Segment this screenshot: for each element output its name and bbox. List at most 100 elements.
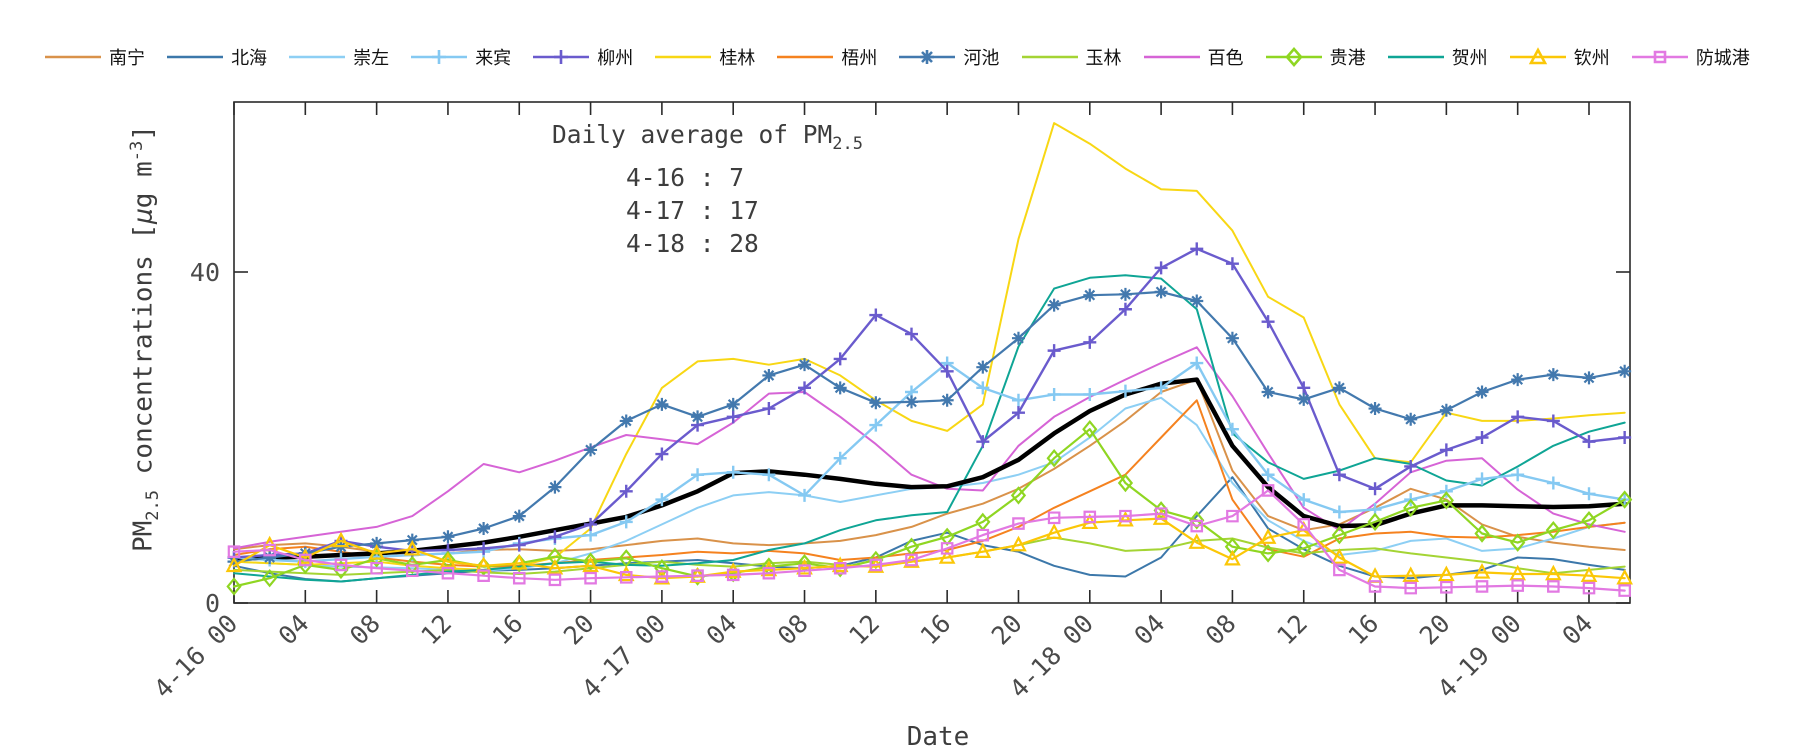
plus-marker bbox=[798, 488, 812, 502]
legend-label: 梧州 bbox=[841, 48, 878, 69]
legend-swatch bbox=[45, 55, 101, 59]
asterisk-marker bbox=[762, 368, 776, 382]
plus-marker bbox=[1190, 242, 1204, 256]
series-line-桂林 bbox=[233, 122, 1626, 571]
plus-marker bbox=[619, 484, 633, 498]
square-marker bbox=[1297, 518, 1311, 531]
diamond-marker bbox=[1046, 448, 1062, 468]
square-marker bbox=[1547, 580, 1560, 593]
daily-average-annotation: Daily average of PM2.5 4-16 : 7 4-17 : 1… bbox=[552, 118, 863, 260]
legend-label: 北海 bbox=[231, 48, 268, 69]
legend-label: 防城港 bbox=[1695, 48, 1750, 69]
square-marker-icon bbox=[1653, 50, 1667, 64]
plus-marker bbox=[512, 538, 526, 552]
asterisk-marker bbox=[976, 360, 990, 374]
legend-swatch bbox=[533, 50, 590, 64]
legend-item-河池: 河池 bbox=[898, 44, 999, 70]
diamond-marker bbox=[1617, 490, 1633, 509]
triangle-marker bbox=[1509, 564, 1527, 581]
asterisk-marker bbox=[548, 480, 562, 494]
asterisk-marker bbox=[1297, 392, 1311, 406]
legend-swatch bbox=[1631, 50, 1688, 64]
legend-swatch bbox=[1021, 55, 1078, 59]
diamond-marker bbox=[1438, 491, 1454, 510]
diamond-marker bbox=[1331, 525, 1348, 545]
legend-item-桂林: 桂林 bbox=[654, 44, 755, 70]
square-marker bbox=[940, 542, 954, 555]
plus-marker bbox=[869, 418, 883, 432]
annotation-title: Daily average of PM2.5 bbox=[552, 120, 863, 154]
legend-item-玉林: 玉林 bbox=[1021, 44, 1122, 70]
plus-marker bbox=[1618, 431, 1632, 444]
legend-item-钦州: 钦州 bbox=[1509, 44, 1610, 70]
plus-marker bbox=[1546, 476, 1560, 490]
asterisk-marker bbox=[1332, 381, 1346, 395]
square-marker bbox=[1440, 580, 1453, 594]
triangle-marker bbox=[332, 531, 350, 548]
legend-item-来宾: 来宾 bbox=[410, 44, 511, 70]
asterisk-marker bbox=[1546, 368, 1560, 382]
square-marker bbox=[405, 564, 419, 578]
asterisk-marker bbox=[477, 522, 491, 536]
square-marker bbox=[512, 571, 526, 585]
diamond-marker bbox=[404, 555, 420, 575]
triangle-marker bbox=[1616, 568, 1633, 585]
plus-marker bbox=[1225, 422, 1239, 436]
square-marker bbox=[1582, 581, 1596, 595]
x-tick-label: 08 bbox=[344, 609, 386, 651]
legend-swatch bbox=[1143, 55, 1200, 59]
asterisk-marker bbox=[584, 443, 598, 457]
diamond-marker bbox=[1296, 539, 1312, 558]
x-tick-label: 08 bbox=[772, 609, 814, 651]
legend-item-贺州: 贺州 bbox=[1387, 44, 1488, 70]
triangle-marker bbox=[617, 565, 635, 582]
asterisk-marker bbox=[655, 397, 669, 411]
legend-swatch bbox=[1387, 55, 1444, 59]
asterisk-marker bbox=[798, 358, 812, 372]
legend-label: 南宁 bbox=[109, 48, 145, 69]
triangle-marker bbox=[225, 556, 243, 573]
triangle-marker bbox=[1402, 566, 1420, 582]
diamond-marker bbox=[1010, 486, 1027, 505]
plus-marker bbox=[1154, 381, 1168, 395]
legend-item-北海: 北海 bbox=[166, 44, 267, 70]
series-line-崇左 bbox=[233, 396, 1626, 572]
triangle-marker bbox=[1152, 509, 1170, 525]
square-marker bbox=[1404, 581, 1418, 595]
asterisk-marker bbox=[1475, 385, 1489, 399]
asterisk-marker bbox=[1261, 385, 1275, 399]
triangle-marker bbox=[1331, 548, 1348, 564]
diamond-marker bbox=[1474, 524, 1490, 543]
x-tick-label: 04 bbox=[1556, 609, 1598, 651]
plus-marker bbox=[1047, 344, 1061, 358]
legend-swatch bbox=[777, 55, 834, 59]
square-marker bbox=[1154, 507, 1168, 520]
plus-marker bbox=[1261, 315, 1275, 329]
plus-marker bbox=[940, 364, 954, 378]
x-tick-label: 12 bbox=[843, 609, 885, 651]
plus-marker bbox=[1011, 393, 1025, 407]
legend-swatch bbox=[167, 55, 224, 59]
square-marker bbox=[334, 558, 348, 572]
square-marker bbox=[477, 569, 490, 582]
asterisk-marker bbox=[691, 410, 705, 424]
legend-item-崇左: 崇左 bbox=[288, 44, 389, 70]
x-tick-label: 04 bbox=[1129, 609, 1171, 651]
plus-marker bbox=[798, 381, 812, 395]
diamond-marker bbox=[1510, 533, 1526, 552]
plus-marker bbox=[1404, 459, 1418, 473]
plus-marker bbox=[1225, 257, 1239, 271]
asterisk-marker bbox=[1511, 373, 1525, 387]
legend-swatch bbox=[899, 50, 956, 64]
mu-symbol: μ bbox=[128, 208, 159, 224]
triangle-marker bbox=[546, 558, 564, 575]
plus-marker bbox=[976, 435, 990, 449]
plus-marker bbox=[976, 381, 990, 395]
square-marker bbox=[1333, 563, 1346, 577]
triangle-marker bbox=[368, 544, 385, 560]
triangle-marker bbox=[510, 553, 528, 570]
plus-marker bbox=[655, 493, 669, 507]
diamond-marker bbox=[1082, 419, 1098, 439]
annotation-line-1: 4-16 : 7 bbox=[626, 162, 745, 192]
